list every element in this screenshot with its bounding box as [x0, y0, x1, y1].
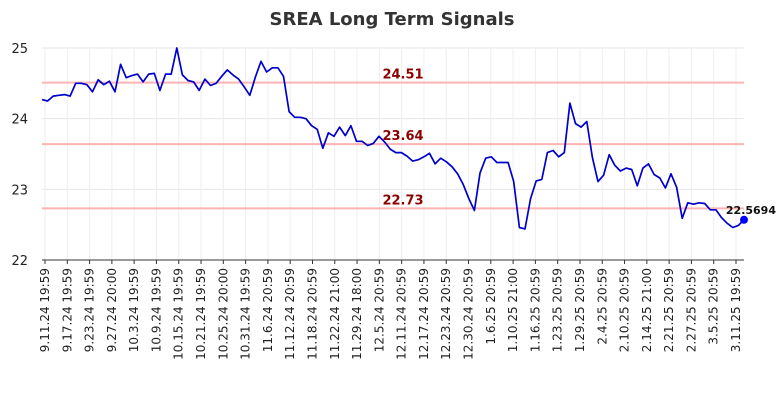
x-tick-label: 10.25.24 20:00: [216, 268, 230, 360]
x-tick-label: 10.15.24 19:59: [172, 268, 186, 360]
y-tick-label: 22: [11, 254, 28, 269]
x-tick-label: 12.11.24 20:59: [395, 268, 409, 360]
series-line: [41, 47, 745, 230]
x-tick-label: 3.5.25 20:59: [707, 268, 721, 345]
threshold-label: 24.51: [382, 68, 423, 83]
x-tick-label: 9.23.24 19:59: [83, 268, 97, 352]
x-tick-label: 11.18.24 20:59: [305, 268, 319, 360]
x-tick-label: 9.17.24 19:59: [60, 268, 74, 352]
last-value-label: 22.5694: [726, 204, 776, 217]
x-tick-label: 12.30.24 20:59: [462, 268, 476, 360]
y-tick-label: 23: [11, 183, 28, 198]
x-tick-label: 1.6.25 20:59: [484, 268, 498, 345]
threshold-lines: [42, 81, 744, 210]
y-tick-label: 25: [11, 42, 28, 57]
threshold-label: 22.73: [382, 193, 423, 208]
x-tick-label: 10.9.24 19:59: [149, 268, 163, 352]
x-tick-label: 2.14.25 21:00: [640, 268, 654, 352]
x-tick-label: 9.11.24 19:59: [38, 268, 52, 352]
chart-title: SREA Long Term Signals: [270, 9, 515, 30]
x-tick-label: 10.31.24 19:59: [239, 268, 253, 360]
x-tick-label: 2.10.25 20:59: [618, 268, 632, 352]
last-point-marker: [740, 215, 748, 224]
x-tick-label: 11.29.24 18:00: [350, 268, 364, 360]
x-tick-label: 1.29.25 20:59: [573, 268, 587, 352]
x-tick-label: 2.4.25 20:59: [595, 268, 609, 345]
x-tick-label: 2.27.25 20:59: [684, 268, 698, 352]
x-tick-label: 3.11.25 19:59: [729, 268, 743, 352]
x-tick-label: 1.23.25 20:59: [551, 268, 565, 352]
x-tick-label: 10.21.24 19:59: [194, 268, 208, 360]
y-tick-label: 24: [11, 113, 28, 128]
axes: 22 23 24 25 9.11.24 19:59 9.17.24 19:59 9.23.2…: [11, 42, 744, 360]
x-tick-label: 11.12.24 20:59: [283, 268, 297, 360]
series-layer: [41, 47, 748, 230]
threshold-label: 23.64: [382, 129, 423, 144]
x-tick-label: 2.21.25 20:59: [662, 268, 676, 352]
x-tick-label: 11.22.24 21:00: [328, 268, 342, 360]
x-tick-label: 11.6.24 20:59: [261, 268, 275, 352]
x-tick-label: 12.5.24 20:59: [372, 268, 386, 352]
x-tick-label: 12.23.24 20:59: [439, 268, 453, 360]
x-tick-label: 9.27.24 20:00: [105, 268, 119, 352]
labels-layer: 24.51 23.64 22.73 22.5694: [382, 68, 776, 217]
x-tick-label: 12.17.24 20:59: [417, 268, 431, 360]
x-tick-label: 10.3.24 19:59: [127, 268, 141, 352]
x-tick-label: 1.16.25 20:59: [528, 268, 542, 352]
x-tick-label: 1.10.25 21:00: [506, 268, 520, 352]
